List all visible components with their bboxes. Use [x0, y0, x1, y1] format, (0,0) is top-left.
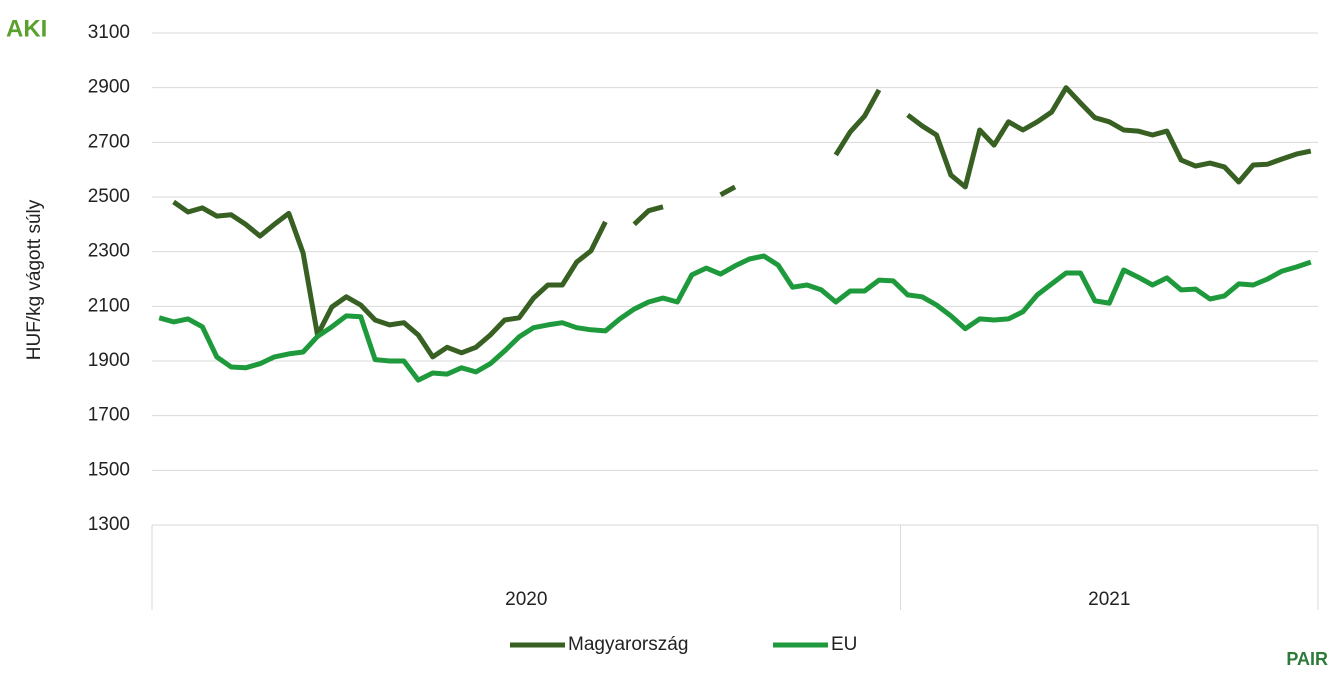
line-series [719, 184, 737, 197]
y-axis-label: HUF/kg vágott súly [24, 199, 45, 360]
y-tick-label: 2300 [88, 241, 130, 262]
legend-label: Magyarország [568, 634, 688, 655]
y-tick-label: 2500 [88, 186, 130, 207]
logo: AKI [6, 15, 47, 42]
y-tick-label: 2700 [88, 131, 130, 152]
legend-label: EU [831, 634, 857, 655]
y-tick-label: 1900 [88, 350, 130, 371]
line-series [833, 88, 882, 157]
y-tick-label: 1300 [88, 514, 130, 535]
y-tick-label: 2100 [88, 295, 130, 316]
x-group-label: 2021 [1088, 589, 1130, 610]
x-group-label: 2020 [505, 589, 547, 610]
y-tick-label: 1500 [88, 459, 130, 480]
line-series [906, 85, 1312, 190]
line-series [158, 253, 1312, 383]
line-series [632, 204, 664, 227]
y-tick-label: 1700 [88, 405, 130, 426]
y-tick-label: 2900 [88, 77, 130, 98]
y-tick-label: 3100 [88, 22, 130, 43]
logo: PAIR [1286, 649, 1328, 669]
line-series [172, 199, 608, 360]
